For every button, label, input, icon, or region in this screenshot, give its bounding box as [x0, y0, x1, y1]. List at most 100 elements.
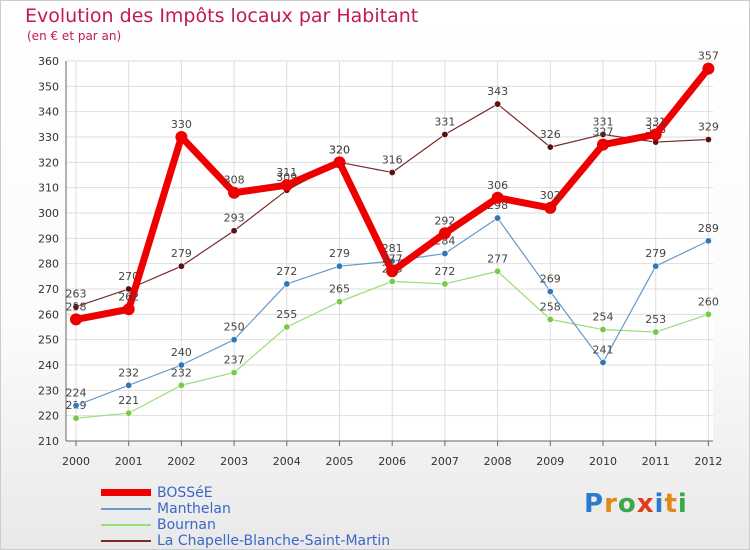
- x-tick-label: 2009: [536, 455, 564, 468]
- y-tick-label: 320: [38, 156, 59, 169]
- data-label: 277: [382, 252, 403, 265]
- data-point: [441, 130, 449, 138]
- x-tick-label: 2011: [642, 455, 670, 468]
- data-label: 289: [698, 222, 719, 235]
- data-point: [597, 138, 609, 151]
- data-point: [704, 237, 712, 245]
- data-label: 263: [66, 288, 87, 301]
- y-tick-label: 250: [38, 334, 59, 347]
- data-label: 221: [118, 394, 139, 407]
- data-point: [335, 298, 343, 306]
- data-point: [230, 227, 238, 235]
- data-point: [72, 414, 80, 422]
- data-label: 308: [224, 174, 245, 187]
- y-tick-label: 220: [38, 410, 59, 423]
- data-label: 277: [487, 252, 508, 265]
- data-label: 258: [540, 300, 561, 313]
- data-point: [280, 179, 293, 192]
- data-label: 316: [382, 153, 403, 166]
- data-point: [494, 214, 502, 222]
- data-label: 262: [118, 290, 139, 303]
- data-point: [546, 143, 554, 151]
- data-point: [441, 280, 449, 288]
- chart-subtitle: (en € et par an): [27, 29, 122, 43]
- data-label: 327: [593, 126, 614, 139]
- data-label: 265: [329, 283, 350, 296]
- data-point: [702, 62, 715, 75]
- data-point: [177, 361, 185, 369]
- data-point: [652, 262, 660, 270]
- data-label: 224: [66, 387, 87, 400]
- legend-label: BOSSéE: [157, 485, 213, 501]
- x-tick-label: 2012: [694, 455, 722, 468]
- x-tick-label: 2001: [115, 455, 143, 468]
- y-tick-label: 350: [38, 80, 59, 93]
- data-label: 331: [434, 115, 455, 128]
- data-point: [177, 381, 185, 389]
- data-label: 269: [540, 273, 561, 286]
- data-label: 311: [276, 166, 297, 179]
- data-label: 292: [434, 214, 455, 227]
- data-point: [544, 201, 557, 214]
- x-tick-label: 2002: [167, 455, 195, 468]
- y-tick-label: 260: [38, 308, 59, 321]
- logo-letter: o: [617, 489, 637, 519]
- data-point: [494, 267, 502, 275]
- chart-title: Evolution des Impôts locaux par Habitant: [25, 5, 419, 27]
- data-label: 331: [645, 115, 666, 128]
- data-label: 241: [593, 343, 614, 356]
- x-tick-label: 2005: [326, 455, 354, 468]
- legend-label: Bournan: [157, 517, 216, 533]
- legend-swatch: [101, 524, 151, 526]
- x-tick-label: 2000: [62, 455, 90, 468]
- data-label: 232: [118, 366, 139, 379]
- data-label: 293: [224, 212, 245, 225]
- x-tick-label: 2008: [484, 455, 512, 468]
- data-label: 270: [118, 270, 139, 283]
- data-label: 329: [698, 121, 719, 134]
- data-point: [333, 156, 346, 169]
- data-label: 357: [698, 50, 719, 63]
- data-point: [386, 265, 399, 278]
- x-tick-label: 2007: [431, 455, 459, 468]
- logo-letter: P: [584, 489, 605, 519]
- data-point: [177, 262, 185, 270]
- data-label: 254: [593, 311, 614, 324]
- plot-area: [66, 61, 713, 441]
- legend-swatch: [101, 540, 151, 542]
- data-label: 302: [540, 189, 561, 202]
- data-point: [70, 313, 82, 326]
- data-point: [441, 250, 449, 258]
- y-tick-label: 270: [38, 283, 59, 296]
- data-label: 279: [329, 247, 350, 260]
- data-label: 320: [329, 143, 350, 156]
- x-tick-label: 2003: [220, 455, 248, 468]
- data-point: [599, 130, 607, 138]
- data-label: 330: [171, 118, 192, 131]
- data-point: [494, 100, 502, 108]
- y-tick-label: 230: [38, 384, 59, 397]
- y-tick-label: 240: [38, 359, 59, 372]
- data-label: 258: [66, 300, 87, 313]
- data-label: 255: [276, 308, 297, 321]
- data-point: [438, 227, 451, 240]
- data-point: [230, 369, 238, 377]
- legend-swatch: [101, 508, 151, 510]
- legend-label: La Chapelle-Blanche-Saint-Martin: [157, 533, 391, 549]
- data-point: [122, 303, 135, 316]
- data-label: 279: [171, 247, 192, 260]
- logo-letter: x: [636, 489, 655, 519]
- data-point: [649, 128, 662, 141]
- data-point: [125, 409, 133, 417]
- data-point: [175, 131, 188, 143]
- logo-letter: i: [677, 489, 688, 519]
- data-point: [546, 315, 554, 323]
- legend-label: Manthelan: [157, 501, 231, 517]
- logo-letter: t: [664, 489, 678, 519]
- x-tick-label: 2010: [589, 455, 617, 468]
- proxiti-logo: Proxiti: [584, 489, 688, 519]
- data-label: 331: [593, 115, 614, 128]
- data-point: [228, 186, 241, 199]
